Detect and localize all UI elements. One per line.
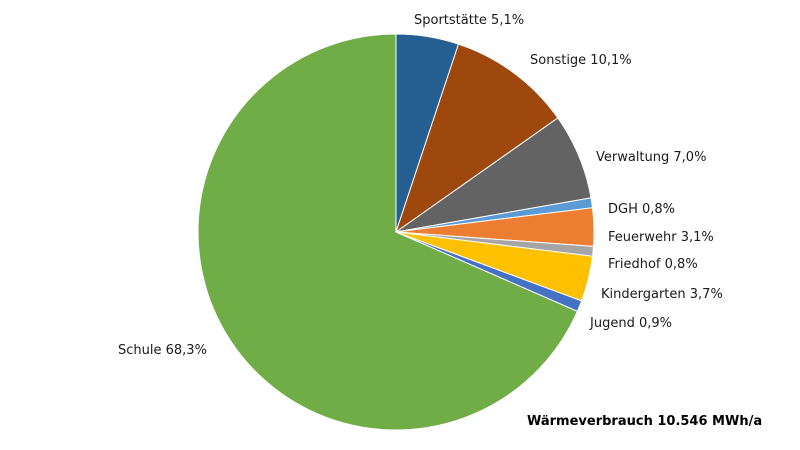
total-consumption-note: Wärmeverbrauch 10.546 MWh/a [527, 414, 763, 429]
slice-label-schule: Schule 68,3% [118, 343, 207, 358]
slice-label-sportstaette: Sportstätte 5,1% [414, 13, 524, 28]
pie-slice-sonstige [395, 43, 559, 234]
slice-label-friedhof: Friedhof 0,8% [608, 257, 698, 272]
slice-label-feuerwehr: Feuerwehr 3,1% [608, 230, 714, 245]
slice-label-verwaltung: Verwaltung 7,0% [596, 150, 706, 165]
slice-label-jugend: Jugend 0,9% [589, 316, 672, 331]
slice-label-sonstige: Sonstige 10,1% [530, 53, 632, 68]
slice-label-kindergarten: Kindergarten 3,7% [601, 287, 723, 302]
pie-slice-schule [197, 33, 579, 431]
slice-label-dgh: DGH 0,8% [608, 202, 675, 217]
